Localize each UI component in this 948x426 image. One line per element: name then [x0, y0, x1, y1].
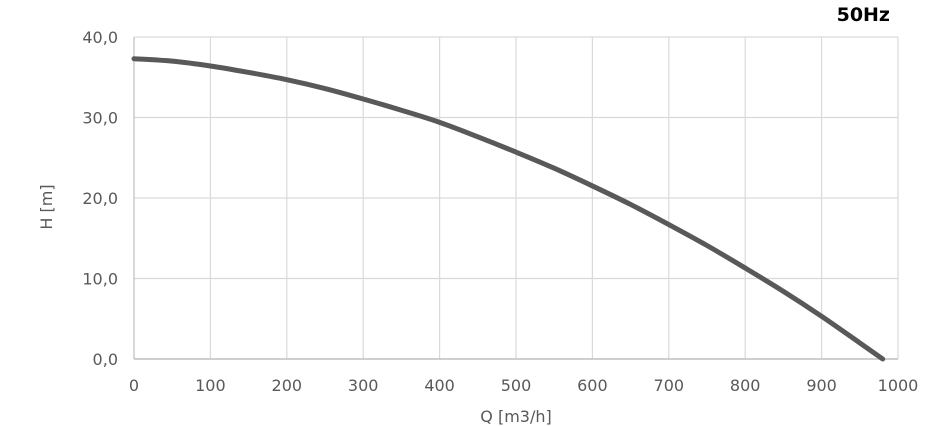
series: [131, 56, 886, 362]
x-tick-label: 700: [654, 376, 685, 395]
y-axis-title: H [m]: [37, 184, 56, 229]
x-tick-label: 500: [501, 376, 532, 395]
x-tick-label: 900: [806, 376, 837, 395]
y-tick-label: 40,0: [82, 28, 118, 47]
pump-head-curve: [131, 56, 886, 362]
x-tick-label: 400: [424, 376, 455, 395]
x-tick-label: 0: [129, 376, 139, 395]
y-tick-label: 0,0: [93, 350, 118, 369]
grid-lines: [134, 36, 899, 359]
y-tick-label: 10,0: [82, 270, 118, 289]
x-tick-label: 100: [195, 376, 226, 395]
frequency-badge: 50Hz: [836, 4, 890, 26]
x-tick-label: 800: [730, 376, 761, 395]
x-tick-label: 600: [577, 376, 608, 395]
x-tick-label: 200: [272, 376, 303, 395]
x-axis-title: Q [m3/h]: [480, 407, 551, 426]
axes: [133, 37, 898, 360]
tick-labels: 0 100 200 300 400 500 600 700 800 900 1000 0,0 10,0 2…: [82, 28, 918, 395]
x-tick-label: 1000: [878, 376, 919, 395]
y-tick-label: 20,0: [82, 189, 118, 208]
x-tick-label: 300: [348, 376, 379, 395]
y-tick-label: 30,0: [82, 109, 118, 128]
